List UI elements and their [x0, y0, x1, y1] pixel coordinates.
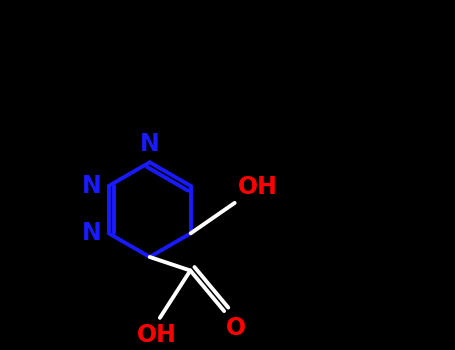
Text: O: O [226, 316, 246, 340]
Text: N: N [81, 174, 101, 198]
Text: N: N [140, 132, 160, 156]
Text: N: N [81, 221, 101, 245]
Text: OH: OH [238, 175, 278, 199]
Text: OH: OH [136, 323, 177, 347]
